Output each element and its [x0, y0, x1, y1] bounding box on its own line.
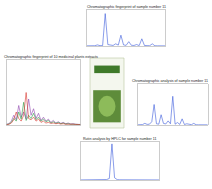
svg-text:Chromatographic fingerprint of: Chromatographic fingerprint of sample nu… — [87, 5, 166, 9]
svg-text:Rutin analysis by HPLC for sam: Rutin analysis by HPLC for sample number… — [83, 137, 156, 141]
svg-text:Chromatographic fingerprint of: Chromatographic fingerprint of 10 medici… — [4, 55, 98, 59]
svg-text:Chromatographic analysis of sa: Chromatographic analysis of sample numbe… — [132, 79, 208, 83]
